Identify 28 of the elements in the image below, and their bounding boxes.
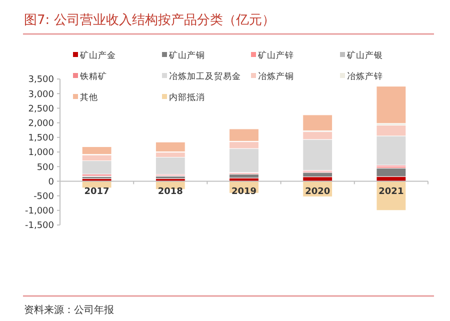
legend-label: 冶炼产铜 xyxy=(258,70,294,82)
x-tick-label: 2020 xyxy=(305,187,330,198)
y-tick-label: -1,500 xyxy=(24,221,54,232)
x-tick-label: 2021 xyxy=(378,187,404,198)
y-tick-label: 3,000 xyxy=(28,90,54,100)
x-tick-label: 2019 xyxy=(231,187,257,198)
y-tick-label: 1,000 xyxy=(28,148,54,158)
legend-label: 矿山产金 xyxy=(79,50,116,61)
chart-title: 图7: 公司营业收入结构按产品分类（亿元） xyxy=(24,13,275,28)
legend-label: 其他 xyxy=(80,92,98,103)
y-tick-label: -1,000 xyxy=(24,206,54,217)
x-tick-label: 2018 xyxy=(158,187,183,198)
y-tick-label: 2,500 xyxy=(28,104,54,114)
text: 资料来源：公司年报 xyxy=(24,304,114,316)
y-tick-label: 500 xyxy=(36,162,54,173)
y-tick-label: 2,000 xyxy=(28,118,54,129)
x-tick-label: 2017 xyxy=(84,187,110,198)
legend-label: 冶炼产锌 xyxy=(347,70,383,82)
y-tick-label: -500 xyxy=(34,192,54,202)
y-tick-label: 3,500 xyxy=(28,75,54,86)
legend-label: 矿山产铜 xyxy=(168,50,205,61)
legend-label: 铁精矿 xyxy=(79,70,107,82)
legend-label: 内部抵消 xyxy=(169,92,205,103)
y-tick-label: 0 xyxy=(48,177,54,188)
y-tick-label: 1,500 xyxy=(28,134,54,144)
legend-label: 冶炼加工及贸易金 xyxy=(169,70,241,82)
legend-label: 矿山产银 xyxy=(346,50,383,61)
legend-label: 矿山产锌 xyxy=(257,50,294,61)
